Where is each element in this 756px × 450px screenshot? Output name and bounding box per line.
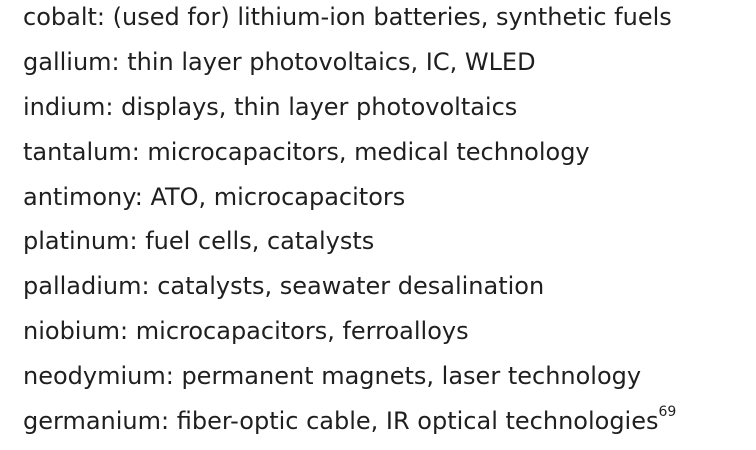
list-item-germanium: germanium: fiber-optic cable, IR optical… — [23, 404, 748, 449]
list-item-gallium: gallium: thin layer photovoltaics, IC, W… — [23, 45, 748, 90]
list-item-text: platinum: fuel cells, catalysts — [23, 227, 375, 256]
element-uses-list: cobalt: (used for) lithium-ion batteries… — [23, 0, 748, 449]
list-item-text: neodymium: permanent magnets, laser tech… — [23, 362, 642, 391]
list-item-palladium: palladium: catalysts, seawater desalinat… — [23, 269, 748, 314]
list-item-text: germanium: fiber-optic cable, IR optical… — [23, 407, 659, 436]
list-item-cobalt: cobalt: (used for) lithium-ion batteries… — [23, 0, 748, 45]
list-item-platinum: platinum: fuel cells, catalysts — [23, 224, 748, 269]
list-item-text: gallium: thin layer photovoltaics, IC, W… — [23, 47, 536, 76]
list-item-text: palladium: catalysts, seawater desalinat… — [23, 272, 545, 301]
list-item-indium: indium: displays, thin layer photovoltai… — [23, 90, 748, 135]
list-item-niobium: niobium: microcapacitors, ferroalloys — [23, 314, 748, 359]
list-item-neodymium: neodymium: permanent magnets, laser tech… — [23, 359, 748, 404]
list-item-text: cobalt: (used for) lithium-ion batteries… — [23, 3, 672, 31]
list-item-text: niobium: microcapacitors, ferroalloys — [23, 317, 469, 346]
footnote-marker: 69 — [658, 404, 677, 421]
list-item-text: indium: displays, thin layer photovoltai… — [23, 92, 518, 121]
list-item-text: tantalum: microcapacitors, medical techn… — [23, 137, 590, 166]
list-item-antimony: antimony: ATO, microcapacitors — [23, 180, 748, 225]
list-item-tantalum: tantalum: microcapacitors, medical techn… — [23, 135, 748, 180]
list-item-text: antimony: ATO, microcapacitors — [23, 182, 406, 211]
